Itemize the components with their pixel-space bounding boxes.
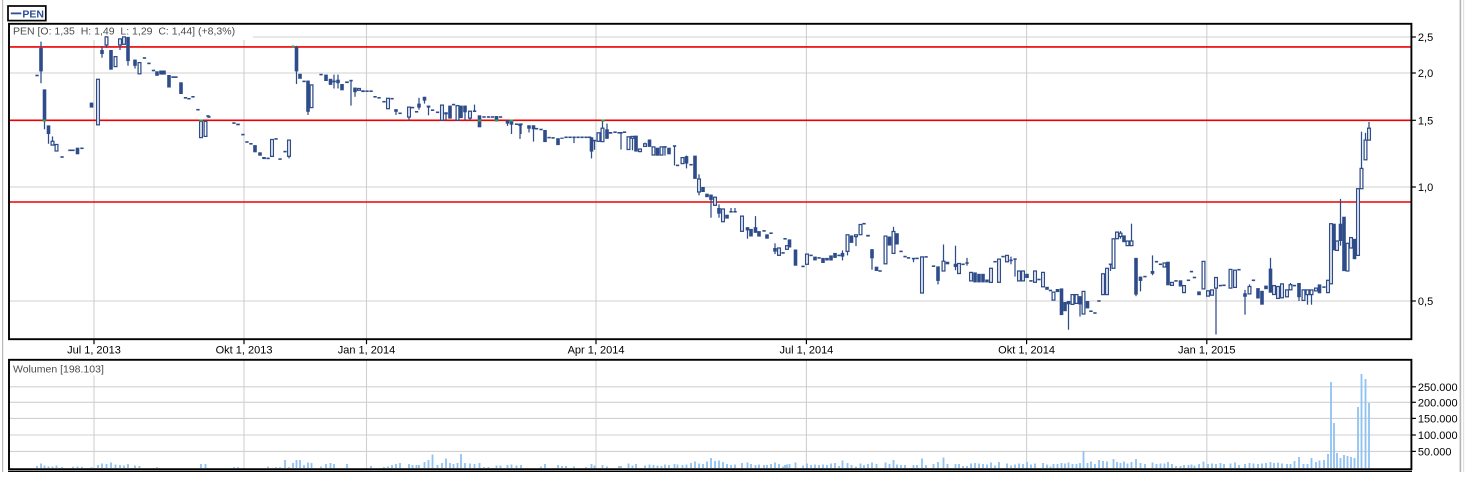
svg-text:Jul 1, 2013: Jul 1, 2013 <box>67 345 121 357</box>
svg-text:1,0: 1,0 <box>1418 182 1433 194</box>
svg-text:0,5: 0,5 <box>1418 296 1433 308</box>
svg-text:250.000: 250.000 <box>1418 382 1458 394</box>
svg-text:50.000: 50.000 <box>1418 446 1452 458</box>
svg-text:2,5: 2,5 <box>1418 32 1433 44</box>
svg-text:Wolumen [198.103]: Wolumen [198.103] <box>13 363 104 375</box>
svg-text:150.000: 150.000 <box>1418 413 1458 425</box>
svg-text:Jan 1, 2014: Jan 1, 2014 <box>338 345 396 357</box>
svg-text:Okt 1, 2013: Okt 1, 2013 <box>216 345 273 357</box>
svg-text:PEN: PEN <box>22 8 44 20</box>
svg-text:PEN [O: 1,35 H: 1,49 L: 1,29: PEN [O: 1,35 H: 1,49 L: 1,29 C: 1,44] (+… <box>13 26 235 38</box>
svg-text:200.000: 200.000 <box>1418 397 1458 409</box>
svg-text:Apr 1, 2014: Apr 1, 2014 <box>568 345 625 357</box>
svg-text:Jan 1, 2015: Jan 1, 2015 <box>1178 345 1236 357</box>
svg-text:Jul 1, 2014: Jul 1, 2014 <box>779 345 833 357</box>
svg-text:2,0: 2,0 <box>1418 68 1433 80</box>
svg-text:100.000: 100.000 <box>1418 430 1458 442</box>
svg-text:1,5: 1,5 <box>1418 115 1433 127</box>
svg-text:Okt 1, 2014: Okt 1, 2014 <box>998 345 1055 357</box>
